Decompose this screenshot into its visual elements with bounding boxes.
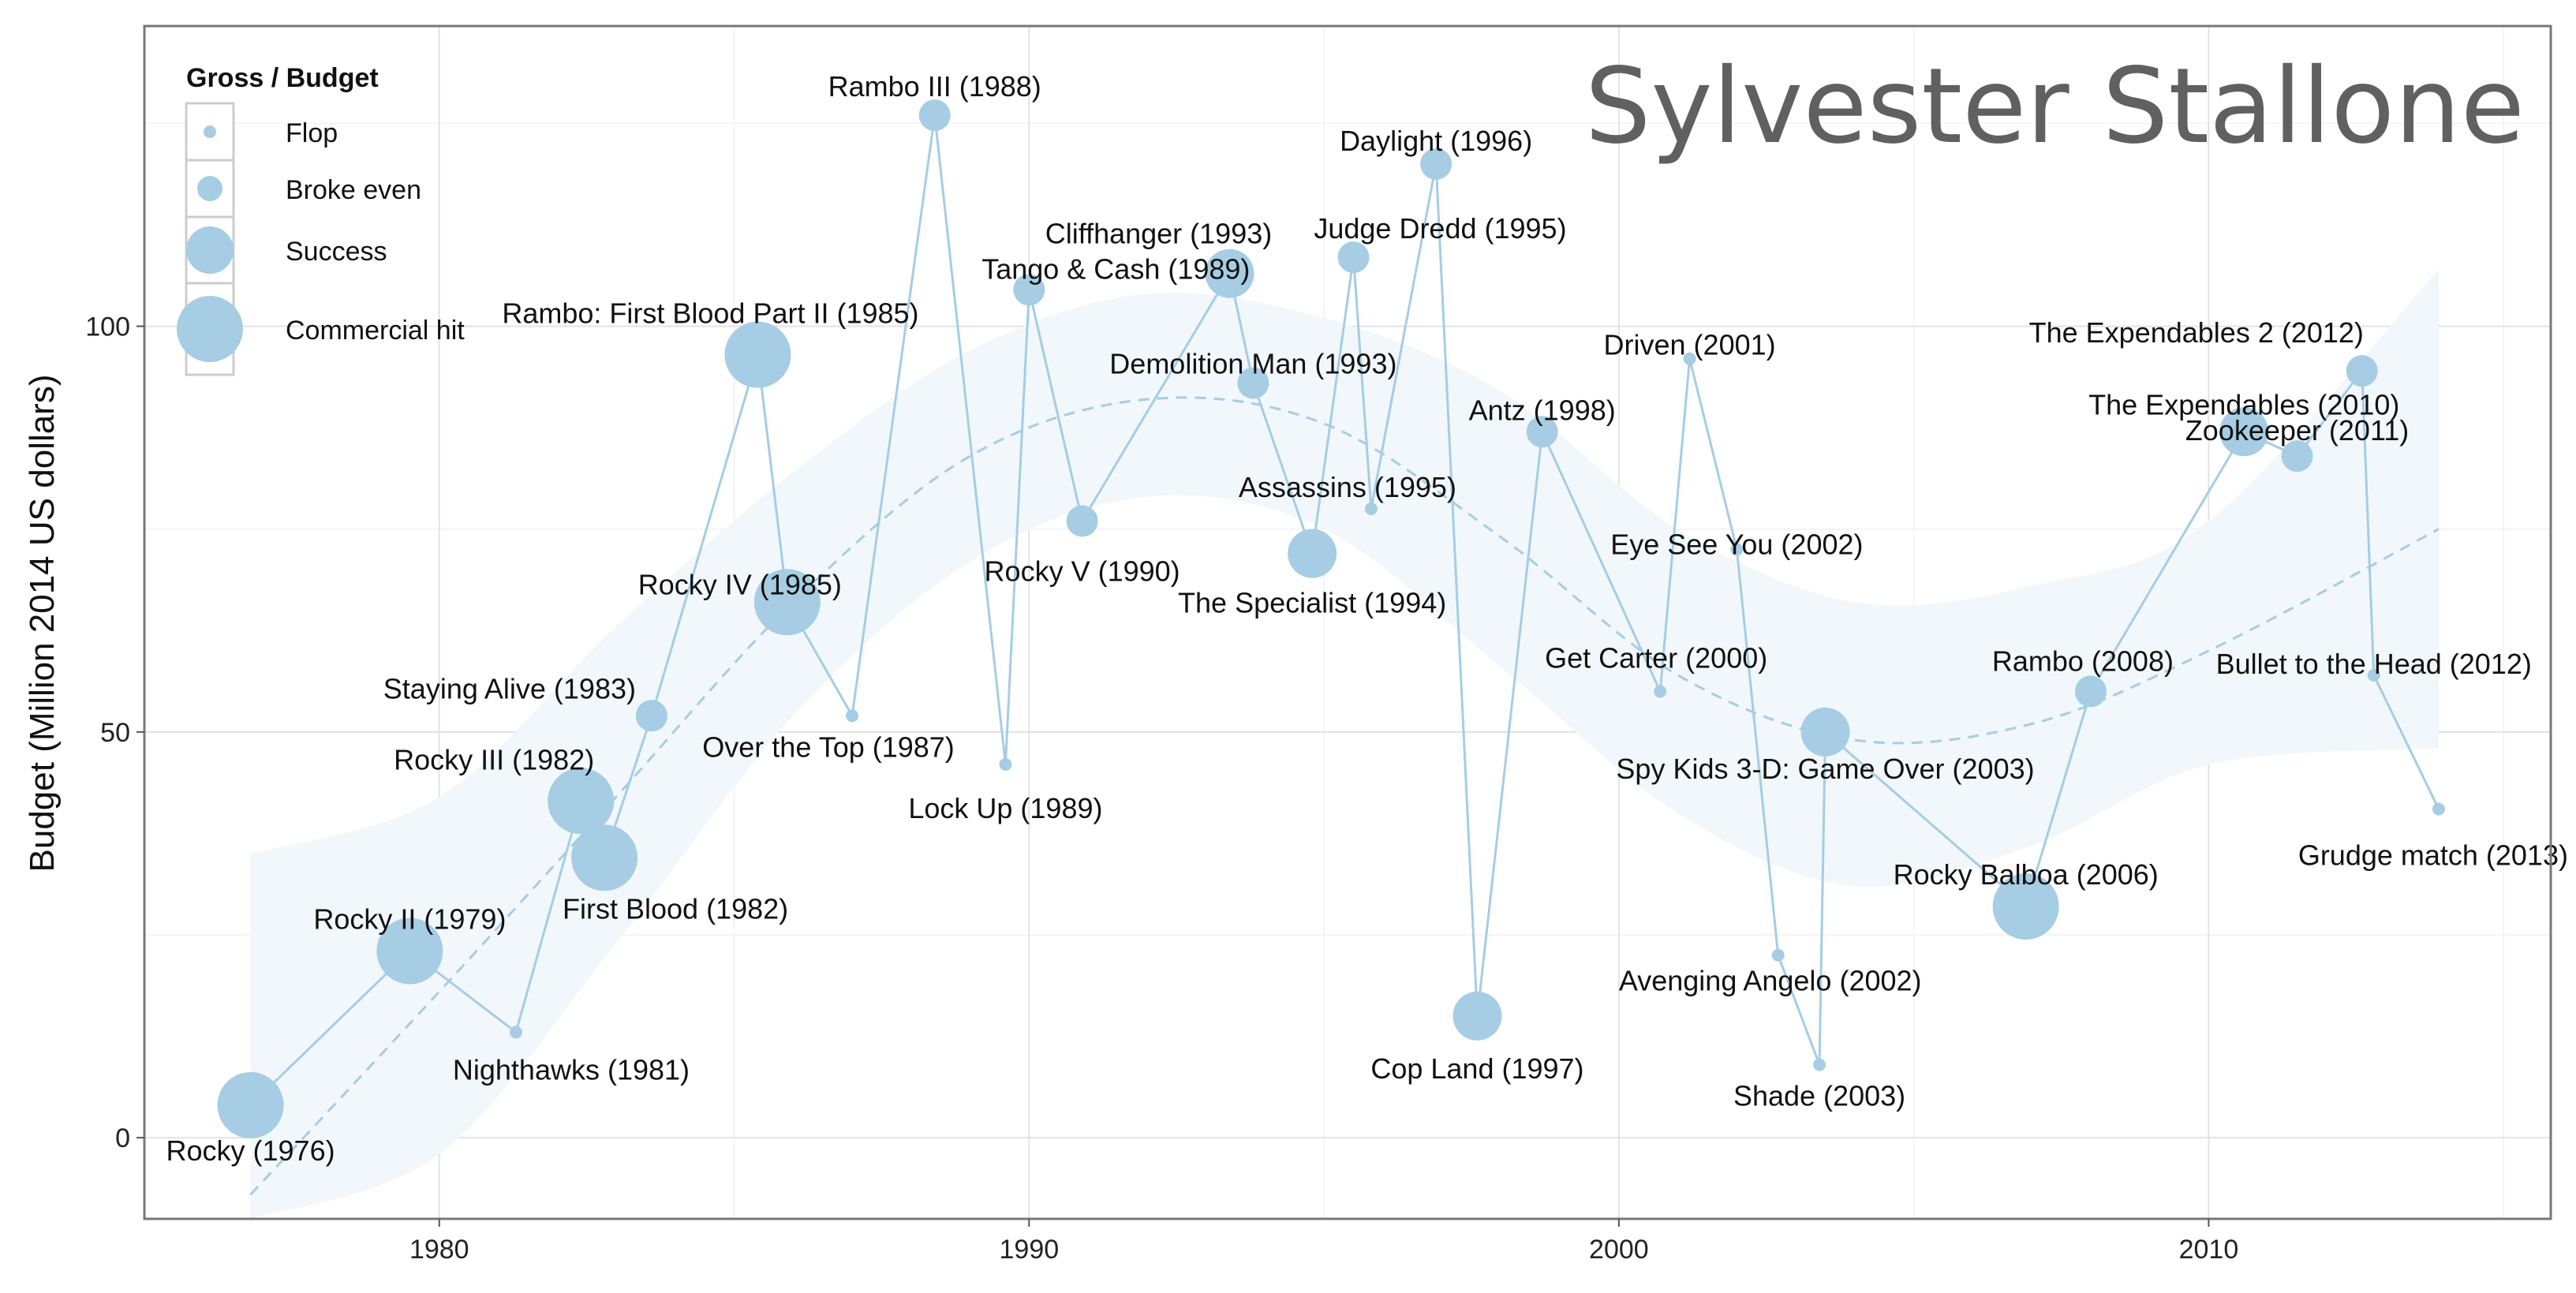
panel-border <box>143 24 2552 1220</box>
data-point <box>753 569 821 636</box>
y-tick-label: 0 <box>115 1123 130 1153</box>
x-tick-label: 2000 <box>1589 1235 1649 1265</box>
data-point <box>548 768 615 835</box>
data-point <box>635 700 667 732</box>
trend-line <box>249 396 2440 1196</box>
data-point <box>1683 352 1696 365</box>
data-points <box>217 99 2445 1138</box>
point-label: Driven (2001) <box>1604 329 1776 361</box>
connecting-line <box>249 114 2440 1107</box>
data-point <box>1992 873 2059 940</box>
point-label: Staying Alive (1983) <box>383 672 636 704</box>
data-point <box>1337 241 1370 274</box>
point-label: Nighthawks (1981) <box>453 1053 690 1086</box>
point-label: Spy Kids 3-D: Game Over (2003) <box>1616 753 2034 785</box>
y-tick-label: 50 <box>100 718 130 748</box>
point-label: Cop Land (1997) <box>1370 1052 1583 1085</box>
point-label: Zookeeper (2011) <box>2185 414 2410 447</box>
point-label: Over the Top (1987) <box>702 731 955 763</box>
point-labels: Rocky (1976) Rocky II (1979) Nighthawks (1… <box>166 70 2568 1167</box>
x-axis: 1980 1990 2000 2010 <box>409 1219 2238 1265</box>
legend-title: Gross / Budget <box>186 63 379 93</box>
data-point <box>1730 543 1744 556</box>
x-tick-label: 1990 <box>1000 1235 1060 1265</box>
point-label: Rambo: First Blood Part II (1985) <box>502 297 918 330</box>
y-tick-label: 100 <box>85 312 130 342</box>
data-point <box>1420 148 1453 180</box>
data-point <box>1800 707 1850 757</box>
legend-label-flop: Flop <box>286 118 338 148</box>
plot-panel: Rocky (1976) Rocky II (1979) Nighthawks (1… <box>143 24 2568 1220</box>
point-label: Shade (2003) <box>1733 1080 1905 1112</box>
point-label: Bullet to the Head (2012) <box>2216 648 2532 680</box>
data-point <box>1654 685 1667 698</box>
data-point <box>918 99 951 132</box>
data-point <box>1066 505 1098 537</box>
legend-key-commercial-hit <box>177 296 243 362</box>
data-point <box>1771 948 1785 962</box>
point-label: The Specialist (1994) <box>1178 587 1446 619</box>
point-label: Assassins (1995) <box>1239 471 1456 503</box>
point-label: Rocky Balboa (2006) <box>1894 858 2159 891</box>
point-label: Grudge match (2013) <box>2298 839 2568 872</box>
data-point <box>2219 407 2269 457</box>
data-point <box>509 1026 522 1039</box>
point-label: The Expendables 2 (2012) <box>2029 316 2364 349</box>
point-label: Rocky IV (1985) <box>638 568 842 600</box>
point-label: Rocky III (1982) <box>394 743 594 775</box>
data-point <box>1205 249 1254 298</box>
data-point <box>1813 1058 1826 1071</box>
point-label: First Blood (1982) <box>563 892 788 925</box>
data-point <box>724 321 791 388</box>
data-point <box>1453 991 1502 1041</box>
data-point <box>2346 355 2378 387</box>
legend: Gross / Budget Flop Broke even Success C… <box>177 63 465 376</box>
point-label: Get Carter (2000) <box>1545 641 1767 674</box>
legend-key-success <box>186 226 234 274</box>
legend-key-flop <box>204 125 216 138</box>
point-label: Rocky II (1979) <box>313 903 506 936</box>
point-label: Rocky (1976) <box>166 1134 335 1167</box>
data-point <box>1237 367 1269 399</box>
point-label: Avenging Angelo (2002) <box>1619 965 1922 997</box>
legend-label-success: Success <box>286 237 387 267</box>
point-label: Antz (1998) <box>1469 394 1616 426</box>
data-point <box>217 1072 284 1138</box>
data-point <box>571 824 638 891</box>
data-point <box>2432 802 2445 816</box>
x-tick-label: 1980 <box>409 1235 469 1265</box>
point-label: Rocky V (1990) <box>985 555 1180 587</box>
point-label: Eye See You (2002) <box>1610 528 1863 560</box>
data-point <box>1013 274 1045 306</box>
y-axis: 0 50 100 <box>85 312 144 1153</box>
point-label: The Expendables (2010) <box>2088 388 2399 420</box>
legend-label-broke-even: Broke even <box>286 175 421 205</box>
chart-title: Sylvester Stallone <box>1585 46 2525 167</box>
data-point <box>1288 529 1337 578</box>
data-point <box>999 758 1012 771</box>
legend-key-broke-even <box>197 176 222 201</box>
data-point <box>2074 675 2107 708</box>
legend-label-commercial-hit: Commercial hit <box>286 316 465 346</box>
point-label: Demolition Man (1993) <box>1109 348 1396 380</box>
data-point <box>2367 668 2380 682</box>
data-point <box>2281 440 2313 473</box>
x-tick-label: 2010 <box>2179 1235 2239 1265</box>
y-axis-title: Budget (Million 2014 US dollars) <box>23 375 62 873</box>
data-point <box>846 709 859 723</box>
point-label: Tango & Cash (1989) <box>981 252 1250 285</box>
data-point <box>376 917 443 985</box>
point-label: Daylight (1996) <box>1340 125 1532 157</box>
point-label: Lock Up (1989) <box>908 792 1102 824</box>
point-label: Rambo (2008) <box>1992 645 2174 677</box>
data-point <box>1526 416 1558 448</box>
point-label: Cliffhanger (1993) <box>1045 218 1273 250</box>
data-point <box>1364 503 1378 515</box>
point-label: Judge Dredd (1995) <box>1314 212 1566 245</box>
confidence-band <box>250 269 2439 1220</box>
point-label: Rambo III (1988) <box>828 70 1041 103</box>
